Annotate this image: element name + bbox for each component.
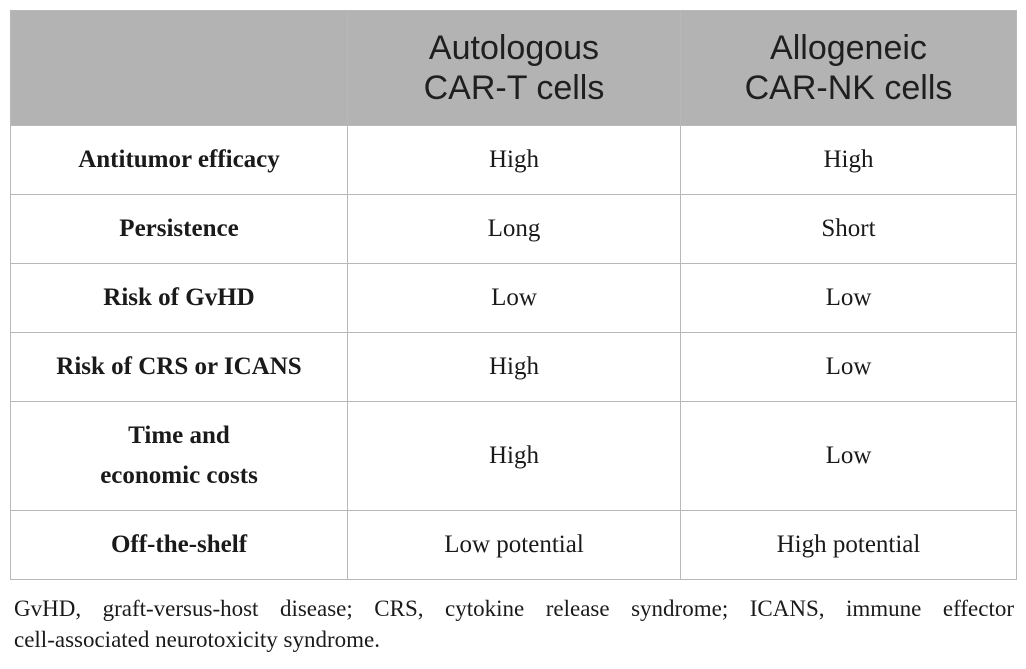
table-row: Risk of GvHD Low Low (10, 263, 1017, 333)
cell-car-nk-value: Low (680, 332, 1017, 402)
table-footnote: GvHD, graft-versus-host disease; CRS, cy… (14, 593, 1014, 655)
cell-car-nk-value: Low (680, 401, 1017, 511)
table-row: Off-the-shelf Low potential High potenti… (10, 510, 1017, 580)
comparison-table-container: Autologous CAR-T cells Allogeneic CAR-NK… (10, 10, 1017, 580)
cell-car-nk-value: Short (680, 194, 1017, 264)
row-label-off-the-shelf: Off-the-shelf (10, 510, 348, 580)
row-label-risk-of-crs-or-icans: Risk of CRS or ICANS (10, 332, 348, 402)
header-car-t-line-2: CAR-T cells (423, 69, 605, 107)
cell-car-t-value: High (347, 401, 681, 511)
row-label-persistence: Persistence (10, 194, 348, 264)
row-label-antitumor-efficacy: Antitumor efficacy (10, 125, 348, 195)
row-label-line-1: Time and (128, 422, 230, 449)
cell-car-t-value: High (347, 332, 681, 402)
table-row: Risk of CRS or ICANS High Low (10, 332, 1017, 402)
header-car-nk: Allogeneic CAR-NK cells (680, 10, 1017, 126)
header-car-t-line-1: Autologous (428, 29, 600, 67)
footnote-line-2: cell-associated neurotoxicity syndrome. (14, 627, 380, 652)
table-row: Persistence Long Short (10, 194, 1017, 264)
cell-car-t-value: High (347, 125, 681, 195)
table-row: Antitumor efficacy High High (10, 125, 1017, 195)
header-car-nk-line-2: CAR-NK cells (744, 69, 953, 107)
cell-car-t-value: Low potential (347, 510, 681, 580)
cell-car-nk-value: High (680, 125, 1017, 195)
cell-car-nk-value: Low (680, 263, 1017, 333)
cell-car-t-value: Low (347, 263, 681, 333)
header-empty-cell (10, 10, 348, 126)
row-label-line-2: economic costs (100, 462, 258, 489)
header-row: Autologous CAR-T cells Allogeneic CAR-NK… (10, 10, 1017, 126)
header-car-t: Autologous CAR-T cells (347, 10, 681, 126)
header-car-nk-line-1: Allogeneic (770, 29, 927, 67)
footnote-line-1: GvHD, graft-versus-host disease; CRS, cy… (14, 596, 1014, 621)
row-label-risk-of-gvhd: Risk of GvHD (10, 263, 348, 333)
cell-car-t-value: Long (347, 194, 681, 264)
table-row: Time and economic costs High Low (10, 401, 1017, 511)
cell-car-nk-value: High potential (680, 510, 1017, 580)
comparison-table: Autologous CAR-T cells Allogeneic CAR-NK… (10, 10, 1017, 580)
row-label-time-and-economic-costs: Time and economic costs (10, 401, 348, 511)
